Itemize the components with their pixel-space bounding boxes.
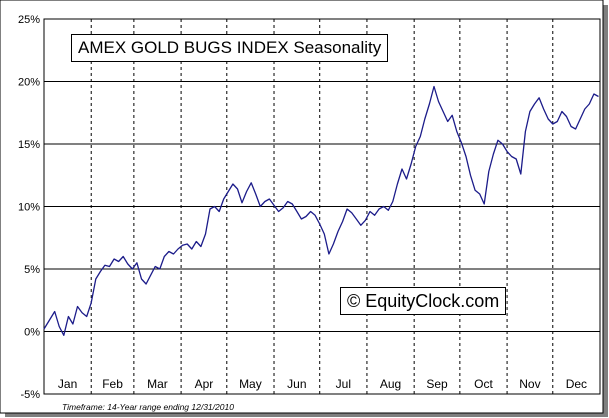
frame-shadow-bottom (5, 413, 608, 417)
x-tick-label: Mar (147, 377, 168, 391)
x-tick-label: Jul (336, 377, 351, 391)
y-tick-label: 25% (18, 14, 40, 26)
x-tick-label: Nov (519, 377, 540, 391)
x-tick-label: Sep (426, 377, 448, 391)
x-tick-label: Aug (380, 377, 401, 391)
seasonality-line (43, 85, 599, 336)
plot-border (43, 18, 601, 395)
chart-title: AMEX GOLD BUGS INDEX Seasonality (71, 34, 389, 62)
x-tick-label: Feb (102, 377, 123, 391)
x-tick-label: Jan (58, 377, 77, 391)
grid-layer (44, 19, 600, 394)
y-tick-label: -5% (20, 389, 40, 401)
timeframe-footnote: Timeframe: 14-Year range ending 12/31/20… (62, 402, 234, 412)
y-tick-label: 20% (18, 77, 40, 89)
series-layer (43, 85, 599, 336)
y-tick-label: 0% (24, 327, 40, 339)
y-tick-label: 5% (24, 264, 40, 276)
y-tick-label: 15% (18, 139, 40, 151)
copyright-watermark: © EquityClock.com (340, 287, 507, 315)
y-tick-label: 10% (18, 202, 40, 214)
x-tick-label: Apr (195, 377, 214, 391)
x-tick-label: Dec (566, 377, 587, 391)
x-tick-label: May (239, 377, 262, 391)
frame-shadow-right (603, 5, 608, 415)
x-tick-label: Jun (287, 377, 306, 391)
x-tick-label: Oct (474, 377, 493, 391)
axis-layer: -5% 0% 5% 10% 15% 20% 25% Jan Feb Mar Apr May Jun Jul… (18, 14, 601, 401)
